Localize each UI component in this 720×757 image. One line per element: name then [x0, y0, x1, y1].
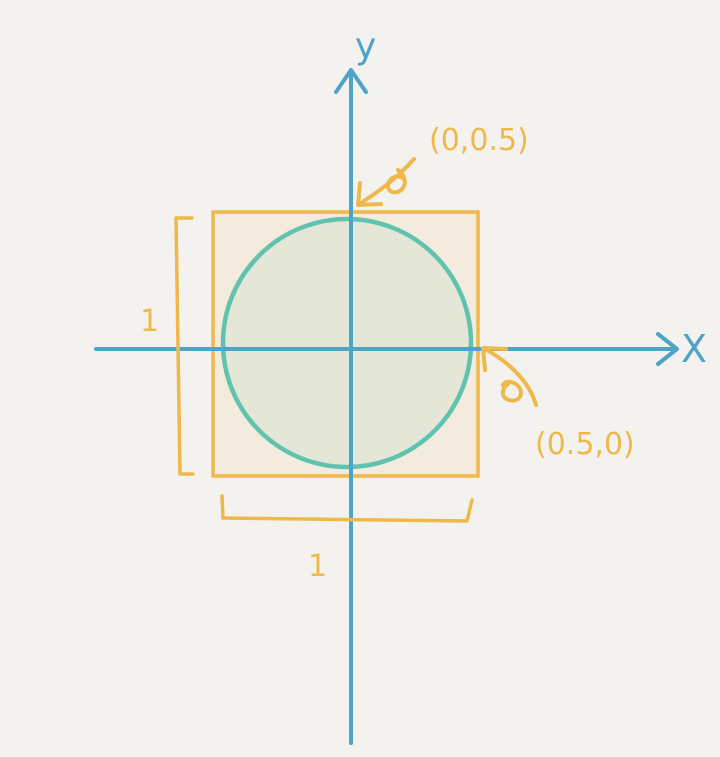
y-axis-label: y — [355, 26, 376, 67]
right-point-arrow-loop — [500, 379, 523, 403]
inscribed-circle — [220, 216, 474, 470]
top-point-arrow-loop — [385, 168, 407, 195]
x-axis-label: X — [681, 327, 707, 371]
vertical-dimension-bracket — [174, 216, 195, 476]
horizontal-dimension-label: 1 — [308, 549, 327, 584]
top-point-arrowhead — [356, 181, 383, 207]
right-point-arrow — [483, 347, 538, 407]
top-point-label: (0,0.5) — [429, 123, 529, 158]
horizontal-dimension-bracket — [220, 494, 474, 523]
y-axis-arrowhead — [334, 68, 368, 94]
x-axis-arrowhead — [656, 332, 679, 366]
right-point-label: (0.5,0) — [535, 427, 635, 462]
right-point-arrowhead — [481, 346, 508, 372]
vertical-dimension-label: 1 — [140, 304, 159, 339]
